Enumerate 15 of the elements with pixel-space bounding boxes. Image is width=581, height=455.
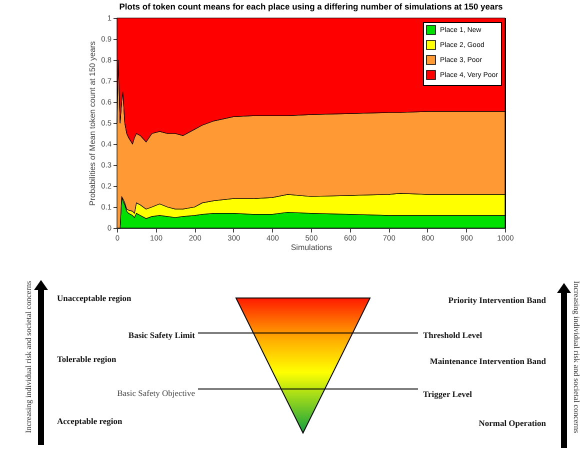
x-axis-title: Simulations [290, 243, 332, 252]
text: Basic Safety Objective [117, 388, 196, 398]
text: Maintenance Intervention Band [430, 356, 546, 366]
text: Increasing individual risk and societal concerns [24, 280, 33, 434]
text: Trigger Level [423, 389, 473, 399]
text: Threshold Level [423, 330, 483, 340]
text: Unacceptable region [57, 293, 132, 303]
text: Increasing individual risk and societal concerns [572, 280, 581, 434]
text: Basic Safety Limit [128, 330, 196, 340]
text: Normal Operation [478, 418, 546, 428]
text: Priority Intervention Band [448, 295, 546, 305]
text: Acceptable region [57, 416, 123, 426]
chart-title: Plots of token count means for each place using a differing number of simulations at 150 years [119, 2, 504, 12]
y-axis-title: Probabilities of Mean token count at 150 years [88, 41, 98, 206]
text: Tolerable region [57, 354, 117, 364]
